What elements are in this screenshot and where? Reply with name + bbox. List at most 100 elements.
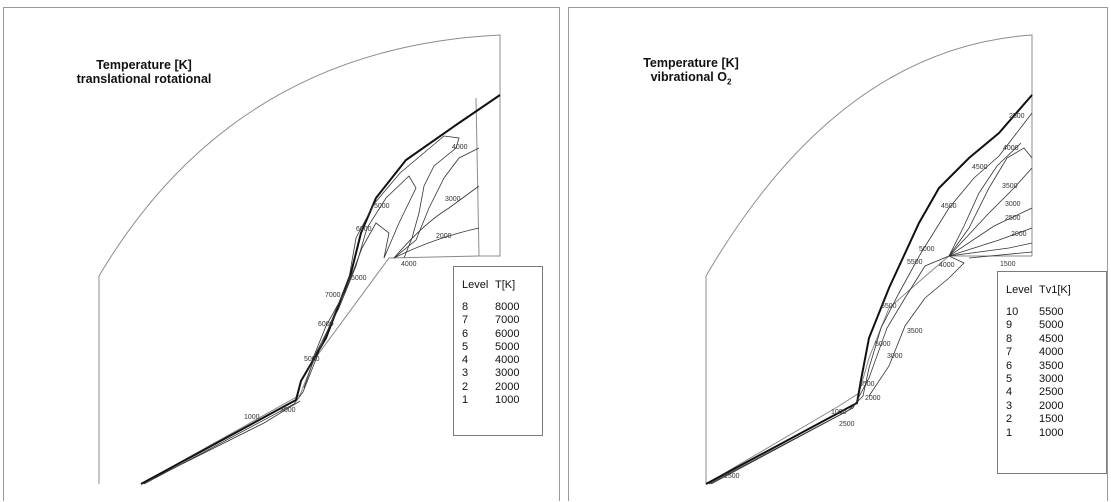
contour-label: 5000 <box>351 275 367 282</box>
legend-level: 8 <box>1006 332 1013 345</box>
legend-level: 5 <box>462 340 469 353</box>
legend-level: 1 <box>462 394 469 407</box>
legend-level: 2 <box>462 380 469 393</box>
legend-row: 7 4000 <box>1006 346 1102 359</box>
contour-label: 3500 <box>1002 183 1018 190</box>
legend-value: 1000 <box>495 394 520 407</box>
contour-label: 3000 <box>887 353 903 360</box>
contour-label: 1000 <box>831 409 847 416</box>
legend-level: 5 <box>1006 372 1013 385</box>
legend-level: 7 <box>462 314 469 327</box>
legend-row: 3 3000 <box>462 367 538 380</box>
contour-label: 2500 <box>1009 113 1025 120</box>
legend-value: 2000 <box>495 380 520 393</box>
contour-line <box>308 222 390 369</box>
legend-value: 4000 <box>1039 346 1064 359</box>
contour-line <box>393 147 480 259</box>
left-legend: Level T[K] 8 8000 7 7000 6 6000 5 5000 4 4000 3 300… <box>453 266 543 436</box>
legend-value: 3500 <box>1039 359 1064 372</box>
legend-row: 5 3000 <box>1006 373 1102 386</box>
contour-label: 3000 <box>1005 201 1021 208</box>
legend-value: 5000 <box>1039 319 1064 332</box>
legend-row: 3 2000 <box>1006 400 1102 413</box>
contour-label: 6000 <box>356 226 372 233</box>
legend-header-level: Level <box>462 279 489 291</box>
contour-label: 5000 <box>374 203 390 210</box>
legend-row: 4 4000 <box>462 354 538 367</box>
legend-value: 3000 <box>1039 372 1064 385</box>
contour-label: 2500 <box>839 421 855 428</box>
contour-line <box>708 112 1033 485</box>
legend-level: 3 <box>1006 399 1013 412</box>
legend-row: 10 5500 <box>1006 306 1102 319</box>
legend-row: 8 8000 <box>462 301 538 314</box>
contour-line <box>948 242 1033 257</box>
body-surface <box>705 255 1032 485</box>
contour-line <box>968 251 1033 259</box>
contour-line <box>303 175 417 389</box>
contour-line <box>948 227 1033 257</box>
legend-value: 1000 <box>1039 426 1064 439</box>
domain-boundary <box>98 34 501 484</box>
right-contour-plot: 2500 4000 4500 3500 3000 2500 2000 1500 … <box>705 34 1033 485</box>
legend-level: 6 <box>1006 359 1013 372</box>
contour-line <box>393 227 480 259</box>
legend-row: 4 2500 <box>1006 386 1102 399</box>
legend-value: 2000 <box>1039 399 1064 412</box>
contour-label: 3000 <box>445 196 461 203</box>
legend-value: 5500 <box>1039 306 1064 318</box>
contour-label: 4000 <box>939 262 955 269</box>
legend-row: 2 2000 <box>462 381 538 394</box>
contour-line <box>143 135 460 485</box>
contour-label: 2000 <box>865 395 881 402</box>
contour-label: 1500 <box>1000 261 1016 268</box>
contour-label: 5500 <box>907 259 923 266</box>
contour-line <box>948 147 1033 257</box>
legend-level: 4 <box>462 354 469 367</box>
contour-line <box>948 207 1033 257</box>
legend-level: 9 <box>1006 319 1013 332</box>
legend-value: 8000 <box>495 301 520 313</box>
contour-label: 2000 <box>1011 231 1027 238</box>
title-line: Temperature [K] <box>96 58 192 72</box>
title-line: vibrational O2 <box>631 70 751 90</box>
contour-label: 2500 <box>1005 215 1021 222</box>
legend-header-level: Level <box>1006 284 1033 296</box>
legend-level: 1 <box>1006 426 1013 439</box>
shock-line <box>140 94 501 485</box>
right-panel: 2500 4000 4500 3500 3000 2500 2000 1500 … <box>568 7 1108 501</box>
title-subscript: 2 <box>726 77 732 87</box>
legend-value: 3000 <box>495 367 520 380</box>
legend-rows: 8 8000 7 7000 6 6000 5 5000 4 4000 3 3000 2 2000 1 1000 <box>462 301 538 407</box>
contour-label: 4000 <box>1003 145 1019 152</box>
contour-line <box>948 142 1022 257</box>
contour-label: 4500 <box>972 164 988 171</box>
contour-label: 5000 <box>304 356 320 363</box>
legend-level: 2 <box>1006 413 1013 426</box>
contour-label: 3000 <box>280 407 296 414</box>
legend-row: 1 1000 <box>1006 427 1102 440</box>
contour-line <box>948 167 1033 257</box>
shock-line <box>705 94 1033 485</box>
title-line: Temperature [K] <box>643 56 739 70</box>
contour-label: 5500 <box>859 381 875 388</box>
legend-row: 8 4500 <box>1006 333 1102 346</box>
contour-label: 1500 <box>724 473 740 480</box>
legend-header-value: T[K] <box>495 279 516 291</box>
contour-label: 6000 <box>318 321 334 328</box>
legend-level: 4 <box>1006 386 1013 399</box>
legend-value: 5000 <box>495 340 520 353</box>
left-plot-title: Temperature [K] translational rotational <box>59 58 229 86</box>
right-plot-title: Temperature [K] vibrational O2 <box>631 56 751 90</box>
title-text: vibrational O <box>650 70 727 84</box>
legend-row: 7 7000 <box>462 314 538 327</box>
legend-value: 1500 <box>1039 413 1064 426</box>
contour-label: 5500 <box>881 303 897 310</box>
legend-row: 6 3500 <box>1006 360 1102 373</box>
contour-line <box>393 185 480 259</box>
contour-line <box>868 255 965 397</box>
contour-label: 4500 <box>941 203 957 210</box>
contour-label: 2000 <box>436 233 452 240</box>
contour-label: 5000 <box>875 341 891 348</box>
legend-header-value: Tv1[K] <box>1039 284 1071 296</box>
